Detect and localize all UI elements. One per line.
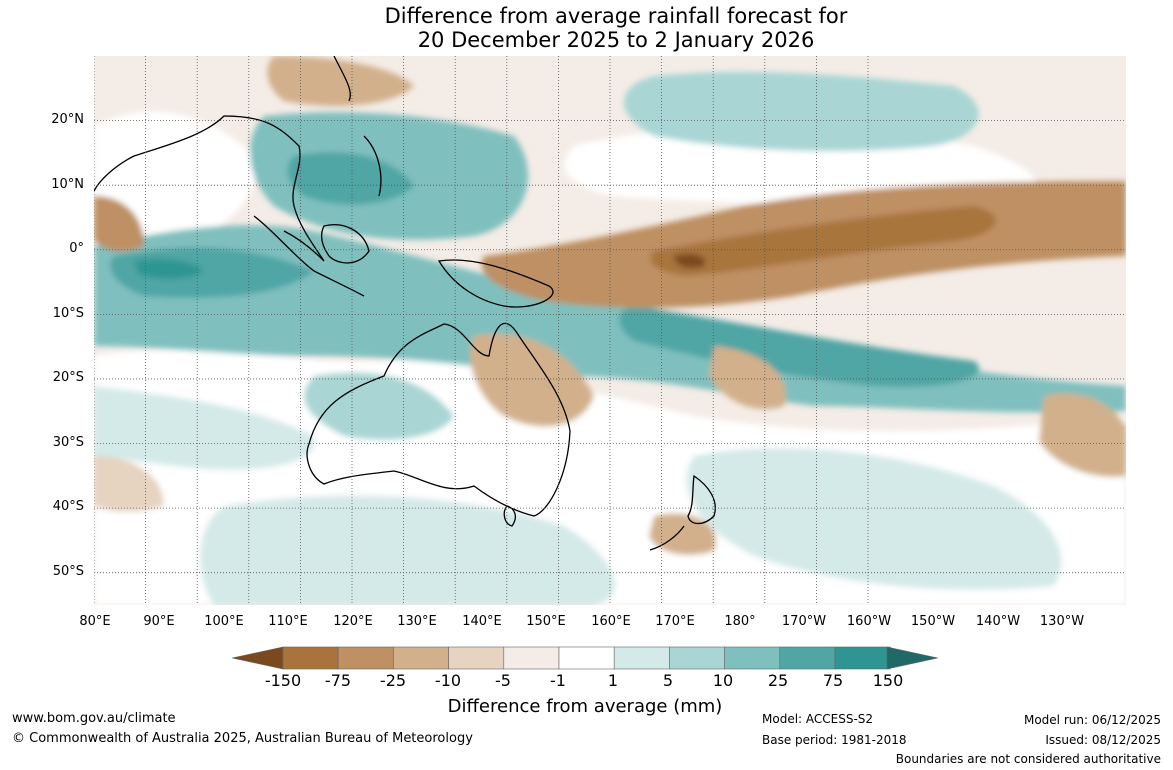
lat-label-30s: 30°S bbox=[52, 435, 84, 450]
rainfall-anomaly-map bbox=[94, 56, 1126, 605]
title-line-1: Difference from average rainfall forecas… bbox=[384, 4, 848, 28]
colorbar-title: Difference from average (mm) bbox=[447, 696, 723, 717]
lon-label-110e: 110°E bbox=[268, 614, 308, 629]
lon-label-130w: 130°W bbox=[1039, 614, 1085, 629]
philippines-coastline bbox=[363, 135, 382, 197]
coastlines bbox=[94, 56, 716, 551]
model-text: Model: ACCESS-S2 bbox=[762, 712, 874, 726]
map-gridlines bbox=[94, 56, 1126, 605]
lon-label-160e: 160°E bbox=[591, 614, 631, 629]
lon-label-150w: 150°W bbox=[910, 614, 956, 629]
colorbar-tick: -10 bbox=[434, 671, 462, 690]
lat-label-10s: 10°S bbox=[52, 306, 84, 321]
colorbar-segment bbox=[448, 646, 505, 670]
colorbar-segment bbox=[779, 646, 836, 670]
lon-label-160w: 160°W bbox=[846, 614, 892, 629]
lat-label-40s: 40°S bbox=[52, 499, 84, 514]
colorbar bbox=[232, 646, 938, 670]
title-line-2: 20 December 2025 to 2 January 2026 bbox=[417, 28, 815, 52]
australia-coastline bbox=[306, 322, 571, 517]
colorbar-segment bbox=[393, 646, 449, 670]
copyright-text: © Commonwealth of Australia 2025, Austra… bbox=[12, 731, 473, 746]
colorbar-low-arrow bbox=[232, 646, 284, 670]
base-period-text: Base period: 1981-2018 bbox=[762, 733, 907, 747]
colorbar-tick: 1 bbox=[607, 671, 619, 690]
model-run-text: Model run: 06/12/2025 bbox=[1023, 713, 1161, 727]
colorbar-segment bbox=[669, 646, 725, 670]
lon-label-150e: 150°E bbox=[526, 614, 566, 629]
lon-label-140e: 140°E bbox=[462, 614, 502, 629]
colorbar-tick: -5 bbox=[495, 671, 511, 690]
disclaimer-text: Boundaries are not considered authoritat… bbox=[895, 752, 1161, 766]
new-guinea-coastline bbox=[437, 259, 554, 308]
lat-label-50s: 50°S bbox=[52, 564, 84, 579]
chart-title: Difference from average rainfall forecas… bbox=[0, 4, 1173, 52]
lon-label-130e: 130°E bbox=[397, 614, 437, 629]
lat-label-10n: 10°N bbox=[51, 177, 84, 192]
borneo-coastline bbox=[320, 224, 370, 264]
colorbar-segment bbox=[282, 646, 339, 670]
colorbar-tick: -75 bbox=[324, 671, 352, 690]
issued-text: Issued: 08/12/2025 bbox=[1045, 733, 1161, 747]
colorbar-segment bbox=[613, 646, 670, 670]
se-asia-coastline bbox=[94, 115, 325, 262]
rainfall-anomaly-field bbox=[94, 56, 1126, 605]
lon-label-90e: 90°E bbox=[143, 614, 175, 629]
lat-label-20s: 20°S bbox=[52, 370, 84, 385]
lon-label-120e: 120°E bbox=[333, 614, 373, 629]
lon-label-80e: 80°E bbox=[79, 614, 111, 629]
colorbar-tick: 25 bbox=[767, 671, 789, 690]
colorbar-segment bbox=[337, 646, 394, 670]
colorbar-tick: -25 bbox=[379, 671, 407, 690]
colorbar-tick: 75 bbox=[822, 671, 844, 690]
colorbar-segment bbox=[724, 646, 781, 670]
colorbar-segments bbox=[282, 646, 891, 670]
colorbar-segment bbox=[834, 646, 891, 670]
lon-label-170w: 170°W bbox=[781, 614, 827, 629]
tasmania-coastline bbox=[503, 505, 516, 527]
lon-label-140w: 140°W bbox=[975, 614, 1021, 629]
new-zealand-coastline bbox=[649, 474, 716, 551]
website-text: www.bom.gov.au/climate bbox=[12, 711, 176, 726]
colorbar-high-arrow bbox=[886, 646, 938, 670]
japan-coastline bbox=[333, 56, 351, 102]
lon-label-180: 180° bbox=[724, 614, 756, 629]
lon-label-170e: 170°E bbox=[655, 614, 695, 629]
colorbar-tick: 150 bbox=[872, 671, 904, 690]
colorbar-segment bbox=[503, 646, 560, 670]
colorbar-tick: 10 bbox=[712, 671, 734, 690]
lon-label-100e: 100°E bbox=[204, 614, 244, 629]
colorbar-tick: 5 bbox=[662, 671, 674, 690]
lat-label-0: 0° bbox=[69, 241, 84, 256]
lat-label-20n: 20°N bbox=[51, 112, 84, 127]
colorbar-segment bbox=[558, 646, 615, 670]
colorbar-tick: -150 bbox=[264, 671, 302, 690]
colorbar-tick: -1 bbox=[550, 671, 566, 690]
sumatra-java-coastline bbox=[253, 215, 365, 297]
